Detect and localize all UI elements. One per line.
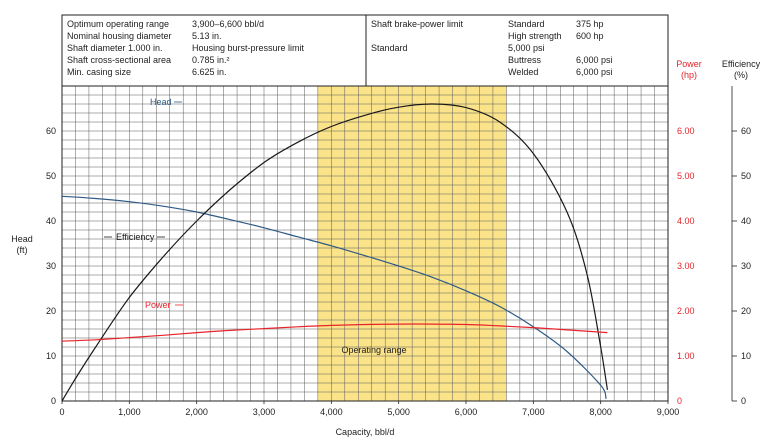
head-axis-title-unit: (ft) — [17, 245, 28, 255]
spec-right-value-2: 5,000 psi — [508, 43, 545, 53]
plot-frame — [61, 85, 669, 402]
spec-left-label-1: Nominal housing diameter — [67, 31, 172, 41]
series-layer — [61, 103, 608, 402]
series-line-efficiency — [61, 103, 608, 402]
head-tick-label: 60 — [46, 126, 56, 136]
x-tick-label: 8,000 — [589, 407, 612, 417]
chart-grid — [62, 86, 668, 401]
spec-right-label-0: Standard — [508, 19, 545, 29]
power-axis-title: Power — [676, 59, 702, 69]
spec-right-label-4: Welded — [508, 67, 538, 77]
efficiency-tick-label: 60 — [741, 126, 751, 136]
head-tick-label: 10 — [46, 351, 56, 361]
spec-right-label-1: High strength — [508, 31, 562, 41]
power-tick-label: 4.00 — [677, 216, 695, 226]
x-tick-label: 1,000 — [118, 407, 141, 417]
efficiency-tick-label: 30 — [741, 261, 751, 271]
power-tick-label: 2.00 — [677, 306, 695, 316]
head-tick-label: 0 — [51, 396, 56, 406]
power-axis-title-unit: (hp) — [681, 70, 697, 80]
efficiency-tick-label: 50 — [741, 171, 751, 181]
x-tick-label: 6,000 — [455, 407, 478, 417]
head-tick-label: 40 — [46, 216, 56, 226]
efficiency-axis-title-unit: (%) — [734, 70, 748, 80]
spec-left-label-3: Shaft cross-sectional area — [67, 55, 171, 65]
efficiency-tick-label: 20 — [741, 306, 751, 316]
spec-right-value-1: 600 hp — [576, 31, 604, 41]
power-axis-ticks: 0 1.00 2.00 3.00 4.00 5.00 6.00 — [677, 126, 695, 406]
power-tick-label: 6.00 — [677, 126, 695, 136]
head-tick-label: 50 — [46, 171, 56, 181]
spec-left-value-4: 6.625 in. — [192, 67, 227, 77]
head-series-label: Head — [150, 97, 172, 107]
spec-right-value-0: 375 hp — [576, 19, 604, 29]
series-line-head — [61, 195, 607, 400]
efficiency-axis-ticks: 0 10 20 30 40 50 60 — [732, 126, 751, 406]
head-axis-title: Head — [11, 234, 33, 244]
efficiency-series-label: Efficiency — [116, 232, 155, 242]
x-tick-label: 5,000 — [387, 407, 410, 417]
x-axis-ticks: 0 1,000 2,000 3,000 4,000 5,000 6,000 7,000 8,00… — [59, 401, 679, 417]
x-tick-label: 9,000 — [657, 407, 680, 417]
series-line-power — [61, 323, 608, 342]
x-tick-label: 3,000 — [253, 407, 276, 417]
power-tick-label: 5.00 — [677, 171, 695, 181]
x-tick-label: 2,000 — [185, 407, 208, 417]
spec-left-label-0: Optimum operating range — [67, 19, 169, 29]
x-tick-label: 4,000 — [320, 407, 343, 417]
head-tick-label: 30 — [46, 261, 56, 271]
efficiency-axis-title: Efficiency — [722, 59, 761, 69]
power-series-label: Power — [145, 300, 171, 310]
x-axis-title: Capacity, bbl/d — [336, 427, 395, 437]
spec-right-label-3: Buttress — [508, 55, 542, 65]
spec-left-label-4: Min. casing size — [67, 67, 131, 77]
spec-left-value-3: 0.785 in.² — [192, 55, 230, 65]
spec-right-title-2: Standard — [371, 43, 408, 53]
x-tick-label: 0 — [59, 407, 64, 417]
efficiency-tick-label: 40 — [741, 216, 751, 226]
spec-left-label-2: Shaft diameter 1.000 in. — [67, 43, 163, 53]
spec-right-value-4: 6,000 psi — [576, 67, 613, 77]
operating-range-label: Operating range — [341, 345, 406, 355]
efficiency-tick-label: 0 — [741, 396, 746, 406]
spec-right-value-3: 6,000 psi — [576, 55, 613, 65]
x-tick-label: 7,000 — [522, 407, 545, 417]
spec-left-value-2: Housing burst-pressure limit — [192, 43, 305, 53]
head-tick-label: 20 — [46, 306, 56, 316]
spec-right-title: Shaft brake-power limit — [371, 19, 464, 29]
spec-left-value-1: 5.13 in. — [192, 31, 222, 41]
power-tick-label: 0 — [677, 396, 682, 406]
power-tick-label: 1.00 — [677, 351, 695, 361]
efficiency-tick-label: 10 — [741, 351, 751, 361]
spec-left-value-0: 3,900–6,600 bbl/d — [192, 19, 264, 29]
head-axis-ticks: 0 10 20 30 40 50 60 — [46, 126, 56, 406]
spec-table: Optimum operating range 3,900–6,600 bbl/… — [61, 14, 669, 87]
power-tick-label: 3.00 — [677, 261, 695, 271]
